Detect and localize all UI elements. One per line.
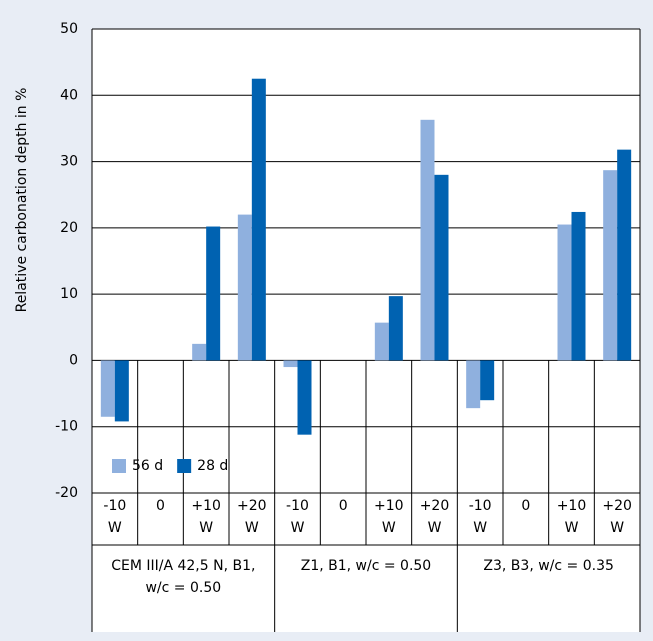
x-tick-label: +20 W xyxy=(237,498,267,536)
legend-label: 56 d xyxy=(132,458,163,474)
x-tick-label: +20 W xyxy=(419,498,450,536)
legend-swatch xyxy=(177,459,192,473)
bar xyxy=(466,360,481,409)
bar xyxy=(557,224,572,361)
bar xyxy=(206,226,221,361)
group-label: CEM III/A 42,5 N, B1, w/c = 0.50 xyxy=(111,558,256,596)
x-tick-label: +10 W xyxy=(191,498,221,536)
legend-swatch xyxy=(112,459,126,473)
bar xyxy=(283,360,298,368)
bar xyxy=(114,360,129,422)
group-label: Z1, B1, w/c = 0.50 xyxy=(300,558,432,574)
bar xyxy=(297,360,312,435)
x-tick-label: +10 W xyxy=(374,498,404,536)
y-tick-label: 10 xyxy=(60,286,78,302)
legend-label: 28 d xyxy=(197,458,228,474)
y-tick-label: 50 xyxy=(60,21,78,37)
bar xyxy=(388,296,403,361)
x-tick-label: -10 W xyxy=(103,498,127,536)
group-label: Z3, B3, w/c = 0.35 xyxy=(483,558,614,574)
y-axis-label: Relative carbonation depth in % xyxy=(14,88,30,313)
bar xyxy=(617,149,632,361)
bar xyxy=(251,78,266,361)
bar xyxy=(374,322,389,361)
y-tick-label: 20 xyxy=(60,220,78,236)
x-tick-label: +20 W xyxy=(602,498,632,536)
x-tick-label: -10 W xyxy=(468,498,492,536)
y-tick-label: 30 xyxy=(60,154,78,170)
x-tick-label: 0 xyxy=(156,498,165,514)
x-tick-label: +10 W xyxy=(556,498,587,536)
bar xyxy=(100,360,115,417)
bar xyxy=(192,343,207,361)
y-tick-label: -10 xyxy=(55,419,78,435)
y-tick-label: 0 xyxy=(69,352,78,368)
bar xyxy=(434,174,449,361)
bar xyxy=(603,170,618,361)
x-tick-label: -10 W xyxy=(286,498,309,536)
bar xyxy=(571,211,586,361)
bar xyxy=(420,119,435,361)
bar xyxy=(237,214,252,361)
bar xyxy=(480,360,495,401)
x-tick-label: 0 xyxy=(521,498,531,514)
y-tick-label: 40 xyxy=(60,87,78,103)
x-tick-label: 0 xyxy=(338,498,348,514)
y-tick-label: -20 xyxy=(55,485,78,501)
